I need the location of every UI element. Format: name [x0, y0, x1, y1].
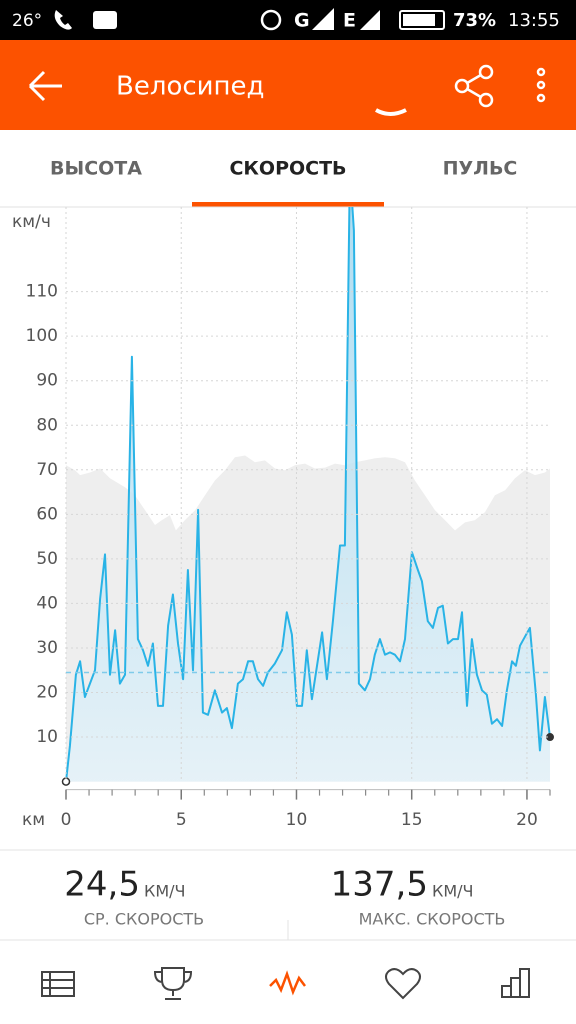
tabs: ВЫСОТА СКОРОСТЬ ПУЛЬС: [50, 158, 518, 207]
nav-stats[interactable]: [501, 968, 530, 998]
tab-indicator: [192, 202, 384, 207]
y-tick-label: 110: [26, 282, 58, 302]
battery-percent: 73%: [453, 10, 496, 31]
tab[interactable]: СКОРОСТЬ: [229, 158, 346, 180]
stat-unit: КМ/Ч: [144, 882, 186, 901]
y-tick-label: 60: [36, 504, 58, 524]
y-tick-label: 90: [36, 371, 58, 391]
x-tick-label: 10: [286, 810, 308, 830]
y-tick-label: 30: [36, 638, 58, 658]
share-button[interactable]: [454, 64, 494, 108]
battery-level: [403, 14, 435, 26]
alarm-icon: [260, 9, 282, 31]
nav-trophy[interactable]: [153, 967, 193, 1000]
nav-list[interactable]: [41, 971, 75, 997]
stat-unit: КМ/Ч: [432, 882, 474, 901]
tab[interactable]: ВЫСОТА: [50, 158, 142, 180]
plot: [61, 207, 554, 786]
y-tick-label: 100: [26, 326, 58, 346]
battery-icon: [399, 10, 445, 30]
x-tick-label: 15: [401, 810, 423, 830]
signal-icon: [312, 8, 334, 30]
x-tick-label: 0: [61, 810, 72, 830]
y-axis-label: км/ч: [12, 212, 51, 232]
stat-label: СР. СКОРОСТЬ: [84, 910, 204, 929]
stat-value: 137,5: [331, 865, 428, 905]
x-tick-label: 20: [516, 810, 538, 830]
y-tick-label: 80: [36, 415, 58, 435]
temperature: 26°: [12, 11, 42, 31]
y-tick-label: 20: [36, 683, 58, 703]
y-tick-label: 50: [36, 549, 58, 569]
app-bar: [0, 40, 576, 130]
loading-indicator: [375, 108, 407, 116]
y-tick-label: 40: [36, 593, 58, 613]
y-tick-label: 10: [36, 727, 58, 747]
stat-label: МАКС. СКОРОСТЬ: [359, 910, 506, 929]
tab-bar: [0, 130, 576, 207]
call-icon: [54, 10, 72, 30]
x-axis-label: км: [22, 810, 45, 830]
x-tick-label: 5: [176, 810, 187, 830]
menu-button[interactable]: [536, 67, 546, 103]
end-point: [546, 733, 554, 742]
speed-area: [66, 207, 550, 782]
message-icon: [93, 11, 117, 29]
y-tick-label: 70: [36, 460, 58, 480]
network-type-2: E: [343, 10, 356, 32]
stat-value: 24,5: [64, 865, 140, 905]
network-type: G: [294, 10, 310, 32]
tab[interactable]: ПУЛЬС: [443, 158, 518, 180]
nav-heart[interactable]: [385, 968, 421, 1000]
chart: км/ч км 10 20 30 40 50 60 70 80 90 100 110 0 5 10 15 20: [12, 207, 554, 830]
back-button[interactable]: [28, 70, 62, 102]
app-title: Велосипед: [116, 72, 265, 102]
clock: 13:55: [508, 10, 560, 31]
nav-analysis[interactable]: [269, 970, 306, 996]
speed-line: [65, 207, 551, 782]
signal-icon-2: [360, 10, 380, 30]
